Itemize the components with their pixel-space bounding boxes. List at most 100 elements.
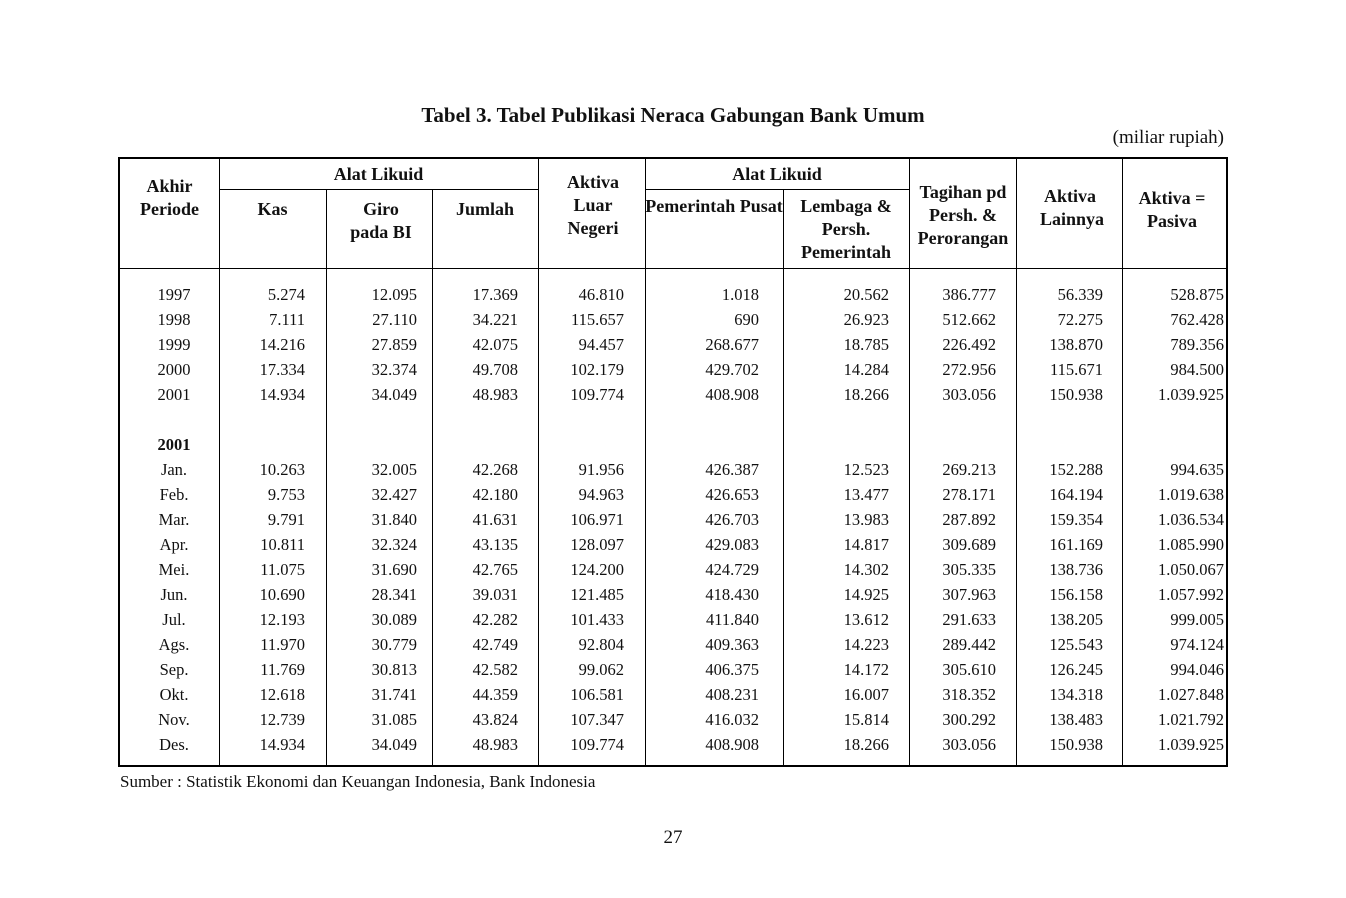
cell-tagihan: 512.662: [942, 310, 996, 329]
cell-kas: 12.193: [259, 610, 305, 629]
cell-periode: 2000: [157, 360, 191, 379]
cell-periode: 1999: [157, 335, 191, 354]
cell-pemerintah: 408.908: [705, 385, 759, 404]
cell-giro: 31.690: [371, 560, 417, 579]
cell-kas: 10.811: [260, 535, 305, 554]
cell-periode: Jul.: [162, 610, 186, 629]
cell-aktiva-lain: 152.288: [1049, 460, 1103, 479]
cell-aktiva-lain: 72.275: [1057, 310, 1103, 329]
cell-tagihan: 226.492: [942, 335, 996, 354]
cell-lembaga: 18.266: [843, 385, 889, 404]
cell-aktiva-pasiva: 528.875: [1170, 285, 1224, 304]
cell-periode: 1997: [157, 285, 191, 304]
cell-jumlah: 43.824: [472, 710, 518, 729]
cell-aktiva-luar: 106.971: [570, 510, 624, 529]
cell-giro: 31.085: [371, 710, 417, 729]
cell-giro: 34.049: [371, 385, 417, 404]
cell-aktiva-luar: 124.200: [570, 560, 624, 579]
cell-periode: Okt.: [159, 685, 189, 704]
cell-periode: Jan.: [160, 460, 188, 479]
cell-jumlah: 42.765: [472, 560, 518, 579]
cell-jumlah: 34.221: [472, 310, 518, 329]
cell-jumlah: 42.180: [472, 485, 518, 504]
cell-tagihan: 305.610: [942, 660, 996, 679]
cell-periode: Apr.: [159, 535, 189, 554]
cell-tagihan: 318.352: [942, 685, 996, 704]
cell-aktiva-pasiva: 1.027.848: [1158, 685, 1224, 704]
cell-lembaga: 12.523: [843, 460, 889, 479]
cell-periode: Des.: [159, 735, 189, 754]
cell-jumlah: 41.631: [472, 510, 518, 529]
cell-kas: 17.334: [259, 360, 305, 379]
cell-lembaga: 14.925: [843, 585, 889, 604]
cell-aktiva-luar: 46.810: [578, 285, 624, 304]
cell-lembaga: 13.477: [843, 485, 889, 504]
cell-aktiva-lain: 150.938: [1049, 385, 1103, 404]
cell-aktiva-lain: 126.245: [1049, 660, 1103, 679]
cell-pemerintah: 406.375: [705, 660, 759, 679]
cell-kas: 11.970: [260, 635, 305, 654]
cell-aktiva-pasiva: 1.039.925: [1158, 735, 1224, 754]
cell-periode: 2001: [157, 385, 191, 404]
cell-kas: 7.111: [269, 310, 305, 329]
cell-tagihan: 291.633: [942, 610, 996, 629]
cell-pemerintah: 418.430: [705, 585, 759, 604]
header-kas: Kas: [257, 199, 288, 219]
cell-giro: 32.374: [371, 360, 417, 379]
cell-tagihan: 272.956: [942, 360, 996, 379]
unit-label: (miliar rupiah): [1112, 127, 1224, 148]
cell-aktiva-pasiva: 1.057.992: [1158, 585, 1224, 604]
cell-jumlah: 42.268: [472, 460, 518, 479]
cell-tagihan: 305.335: [942, 560, 996, 579]
cell-aktiva-lain: 56.339: [1057, 285, 1103, 304]
header-pemerintah: Pemerintah Pusat: [645, 196, 783, 216]
header-alat-likuid-2: Alat Likuid: [732, 164, 822, 184]
cell-periode: Mei.: [158, 560, 190, 579]
cell-pemerintah: 408.908: [705, 735, 759, 754]
cell-tagihan: 289.442: [942, 635, 996, 654]
cell-pemerintah: 409.363: [705, 635, 759, 654]
cell-aktiva-luar: 94.963: [578, 485, 624, 504]
cell-kas: 9.791: [267, 510, 305, 529]
cell-giro: 28.341: [371, 585, 417, 604]
cell-jumlah: 42.749: [472, 635, 518, 654]
cell-aktiva-luar: 91.956: [578, 460, 624, 479]
cell-pemerintah: 426.387: [705, 460, 759, 479]
cell-lembaga: 13.983: [843, 510, 889, 529]
cell-jumlah: 39.031: [472, 585, 518, 604]
header-lembaga: Lembaga & Persh. Pemerintah: [800, 196, 892, 262]
cell-aktiva-luar: 109.774: [570, 385, 624, 404]
header-tagihan: Tagihan pd Persh. & Perorangan: [917, 182, 1009, 248]
cell-kas: 9.753: [267, 485, 305, 504]
cell-aktiva-pasiva: 999.005: [1170, 610, 1224, 629]
cell-aktiva-luar: 94.457: [578, 335, 624, 354]
cell-aktiva-lain: 150.938: [1049, 735, 1103, 754]
cell-giro: 30.813: [371, 660, 417, 679]
cell-aktiva-lain: 138.483: [1049, 710, 1103, 729]
header-jumlah: Jumlah: [455, 199, 515, 219]
cell-lembaga: 15.814: [843, 710, 889, 729]
cell-aktiva-luar: 102.179: [570, 360, 624, 379]
cell-lembaga: 26.923: [843, 310, 889, 329]
cell-aktiva-pasiva: 1.039.925: [1158, 385, 1224, 404]
cell-tagihan: 309.689: [942, 535, 996, 554]
cell-lembaga: 13.612: [843, 610, 889, 629]
cell-pemerintah: 268.677: [705, 335, 759, 354]
cell-kas: 12.739: [259, 710, 305, 729]
cell-kas: 12.618: [259, 685, 305, 704]
cell-kas: 11.075: [260, 560, 305, 579]
cell-jumlah: 48.983: [472, 735, 518, 754]
cell-pemerintah: 416.032: [705, 710, 759, 729]
cell-giro: 34.049: [371, 735, 417, 754]
cell-giro: 30.779: [371, 635, 417, 654]
cell-aktiva-lain: 134.318: [1049, 685, 1103, 704]
cell-tagihan: 307.963: [942, 585, 996, 604]
header-aktiva-pasiva: Aktiva = Pasiva: [1138, 188, 1206, 231]
cell-aktiva-lain: 115.671: [1049, 360, 1103, 379]
cell-aktiva-pasiva: 1.021.792: [1158, 710, 1224, 729]
cell-lembaga: 14.223: [843, 635, 889, 654]
cell-pemerintah: 424.729: [705, 560, 759, 579]
cell-aktiva-luar: 99.062: [578, 660, 624, 679]
table-title: Tabel 3. Tabel Publikasi Neraca Gabungan…: [421, 103, 925, 127]
cell-aktiva-lain: 138.205: [1049, 610, 1103, 629]
